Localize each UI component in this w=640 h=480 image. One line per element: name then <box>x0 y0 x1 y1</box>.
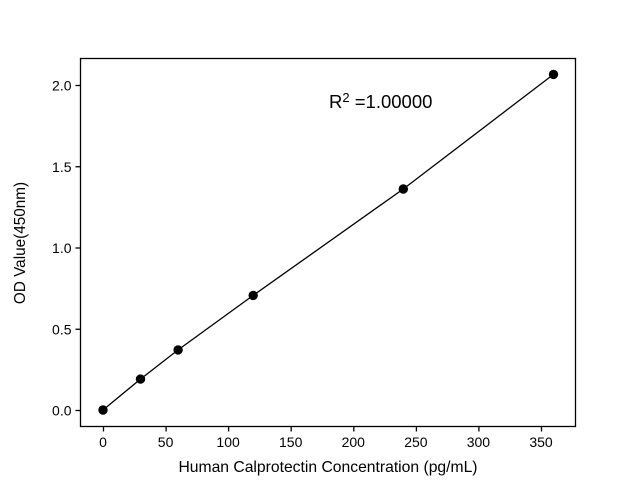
svg-text:250: 250 <box>404 434 428 450</box>
svg-text:2.0: 2.0 <box>52 78 72 94</box>
svg-text:100: 100 <box>216 434 240 450</box>
svg-text:150: 150 <box>279 434 303 450</box>
svg-text:OD Value(450nm): OD Value(450nm) <box>12 182 29 304</box>
svg-text:200: 200 <box>342 434 366 450</box>
svg-text:Human Calprotectin Concentrati: Human Calprotectin Concentration (pg/mL) <box>178 459 477 476</box>
svg-text:0.0: 0.0 <box>52 403 72 419</box>
svg-text:1.5: 1.5 <box>52 159 72 175</box>
svg-text:350: 350 <box>529 434 553 450</box>
svg-text:1.0: 1.0 <box>52 240 72 256</box>
svg-text:300: 300 <box>467 434 491 450</box>
svg-text:0.5: 0.5 <box>52 321 72 337</box>
svg-text:50: 50 <box>158 434 174 450</box>
svg-text:0: 0 <box>99 434 107 450</box>
